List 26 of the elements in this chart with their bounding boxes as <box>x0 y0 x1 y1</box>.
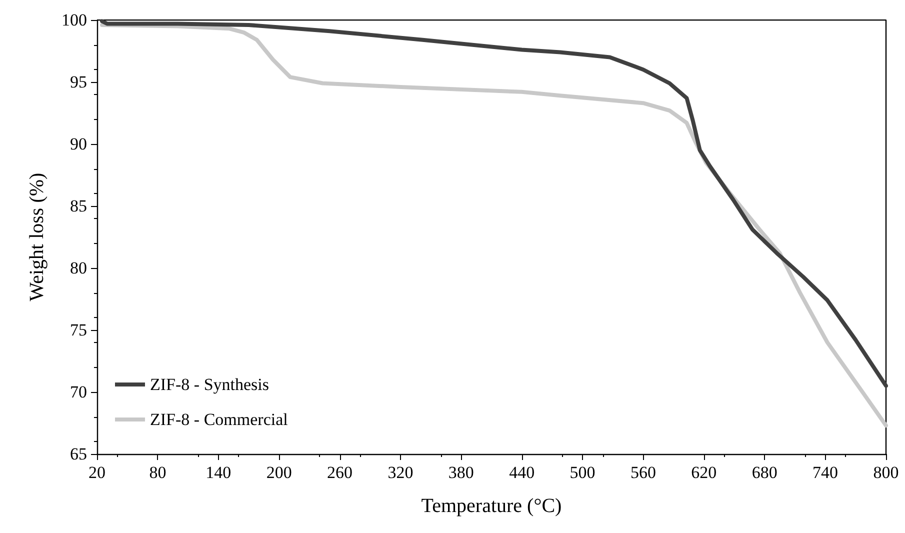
x-tick-label: 380 <box>448 463 474 482</box>
y-axis-title: Weight loss (%) <box>26 172 48 302</box>
y-tick-label: 70 <box>70 382 87 402</box>
y-tick-label: 65 <box>70 444 87 464</box>
x-axis-title: Temperature (°C) <box>421 495 562 517</box>
x-tick-label: 680 <box>752 463 778 482</box>
x-tick-label: 80 <box>149 463 166 482</box>
y-tick-label: 80 <box>70 258 87 278</box>
x-tick-label: 500 <box>570 463 596 482</box>
x-tick-label: 560 <box>630 463 656 482</box>
x-tick-label: 440 <box>509 463 535 482</box>
y-tick-label: 95 <box>70 72 87 92</box>
x-tick-label: 800 <box>873 463 899 482</box>
x-tick-label: 140 <box>206 463 232 482</box>
x-tick-label: 620 <box>691 463 717 482</box>
x-tick-label: 260 <box>327 463 353 482</box>
y-tick-label: 90 <box>70 134 87 154</box>
x-tick-label: 320 <box>388 463 414 482</box>
x-tick-label: 740 <box>812 463 838 482</box>
x-tick-label: 200 <box>266 463 292 482</box>
y-tick-label: 100 <box>62 10 87 30</box>
legend-label: ZIF-8 - Commercial <box>150 410 288 429</box>
x-tick-label: 20 <box>88 463 106 482</box>
y-tick-label: 75 <box>70 320 87 340</box>
y-tick-label: 85 <box>70 196 87 216</box>
legend-label: ZIF-8 - Synthesis <box>150 375 269 394</box>
